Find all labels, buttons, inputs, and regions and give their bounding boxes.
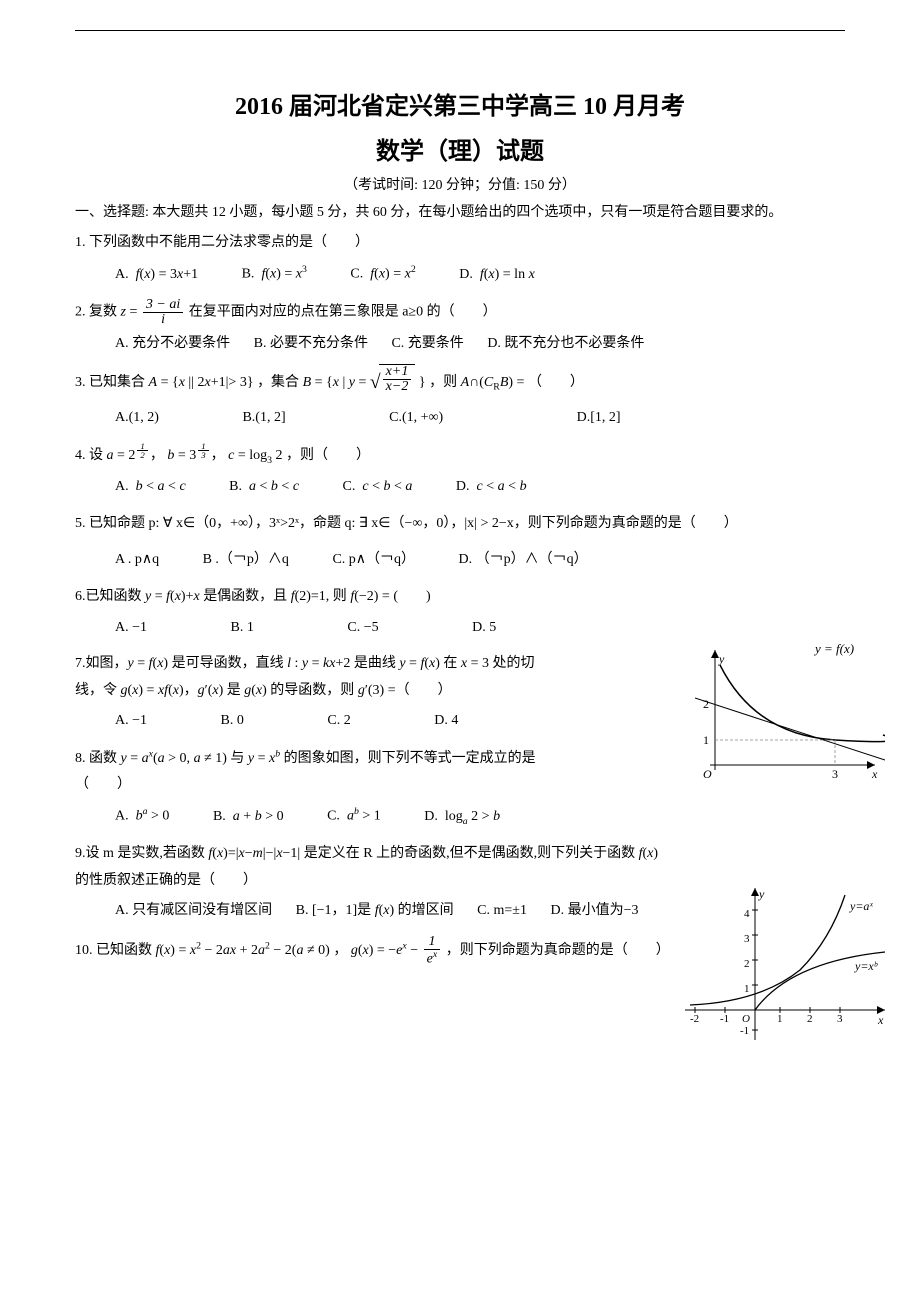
q7-line2: 线，令 g(x) = xf(x)，g′(x) 是 g(x) 的导函数，则 g′(… (75, 683, 452, 698)
svg-text:y=aˣ: y=aˣ (849, 899, 873, 913)
svg-text:x: x (871, 767, 878, 781)
q3-tail: ，则 (429, 375, 457, 390)
q9-opt-d: D. 最小值为−3 (550, 898, 638, 925)
question-8: 8. 函数 y = ax(a > 0, a ≠ 1) 与 y = xb 的图象如… (75, 745, 845, 799)
q5-options: A . p∧q B .（￢p）∧q C. p∧（￢q） D. （￢p）∧（￢q） (75, 547, 845, 574)
q4-opt-b: B. a < b < c (229, 474, 299, 501)
q1-options: A. f(x) = 3x+1 B. f(x) = x3 C. f(x) = x2… (75, 261, 845, 288)
q7-line1: 7.如图，y = f(x) 是可导函数，直线 l : y = kx+2 是曲线 … (75, 656, 535, 671)
q3-opt-a: A.(1, 2) (115, 405, 159, 432)
q1-opt-b: B. f(x) = x3 (242, 261, 307, 288)
q10-tail: ，则下列命题为真命题的是（ ） (446, 943, 670, 958)
svg-text:-2: -2 (690, 1013, 699, 1025)
q8-opt-c: C. ab > 1 (327, 803, 381, 830)
exam-title-1: 2016 届河北省定兴第三中学高三 10 月月考 (75, 86, 845, 121)
q9-opt-a: A. 只有减区间没有增区间 (115, 898, 272, 925)
q2-tail: 在复平面内对应的点在第三象限是 a≥0 的（ ） (189, 305, 497, 320)
q5-opt-d: D. （￢p）∧（￢q） (459, 547, 588, 574)
q6-options: A. −1 B. 1 C. −5 D. 5 (75, 615, 845, 642)
q5-opt-c: C. p∧（￢q） (332, 547, 415, 574)
top-rule (75, 30, 845, 31)
q3-mid: ，集合 (257, 375, 299, 390)
q7-opt-a: A. −1 (115, 708, 147, 735)
q3-options: A.(1, 2) B.(1, 2] C.(1, +∞) D.[1, 2] (75, 405, 845, 432)
q2-lead: 2. 复数 (75, 305, 117, 320)
q9-line2: 的性质叙述正确的是（ ） (75, 873, 257, 888)
question-5: 5. 已知命题 p: ∀ x∈（0，+∞），3ˣ>2ˣ，命题 q: ∃ x∈（−… (75, 511, 845, 538)
q2-opt-d: D. 既不充分也不必要条件 (487, 331, 644, 358)
svg-text:1: 1 (744, 983, 750, 995)
q9-opt-b: B. [−1，1]是 f(x) 的增区间 (296, 898, 454, 925)
q2-opt-b: B. 必要不充分条件 (254, 331, 368, 358)
q1-opt-c: C. f(x) = x2 (350, 261, 415, 288)
q1-text: 1. 下列函数中不能用二分法求零点的是（ ） (75, 235, 369, 250)
q2-options: A. 充分不必要条件 B. 必要不充分条件 C. 充要条件 D. 既不充分也不必… (75, 331, 845, 358)
exam-title-2: 数学（理）试题 (75, 131, 845, 166)
svg-text:y=xᵇ: y=xᵇ (854, 959, 878, 973)
q8-options: A. ba > 0 B. a + b > 0 C. ab > 1 D. loga… (75, 803, 845, 831)
svg-text:O: O (742, 1013, 750, 1025)
q2-opt-c: C. 充要条件 (391, 331, 463, 358)
q3-opt-d: D.[1, 2] (577, 405, 621, 432)
q7-opt-d: D. 4 (434, 708, 458, 735)
q7-opt-b: B. 0 (221, 708, 244, 735)
q6-opt-b: B. 1 (231, 615, 254, 642)
q6-text: 6.已知函数 y = f(x)+x 是偶函数，且 f(2)=1, 则 f(−2)… (75, 589, 431, 604)
question-3: 3. 已知集合 A = {x || 2x+1|> 3} ，集合 B = {x |… (75, 364, 845, 401)
q9-line1: 9.设 m 是实数,若函数 f(x)=|x−m|−|x−1| 是定义在 R 上的… (75, 846, 658, 861)
section-intro: 一、选择题: 本大题共 12 小题，每小题 5 分，共 60 分，在每小题给出的… (75, 202, 845, 224)
question-1: 1. 下列函数中不能用二分法求零点的是（ ） (75, 230, 845, 257)
q9-opt-c: C. m=±1 (477, 898, 527, 925)
q3-opt-c: C.(1, +∞) (389, 405, 443, 432)
q3-opt-b: B.(1, 2] (242, 405, 285, 432)
svg-text:-1: -1 (720, 1013, 729, 1025)
q5-opt-b: B .（￢p）∧q (203, 547, 289, 574)
exam-info: （考试时间: 120 分钟；分值: 150 分） (75, 174, 845, 194)
question-10: 10. 已知函数 f(x) = x2 − 2ax + 2a2 − 2(a ≠ 0… (75, 935, 845, 967)
q8-opt-d: D. loga 2 > b (424, 804, 500, 831)
q8-opt-b: B. a + b > 0 (213, 804, 284, 831)
q10-lead: 10. 已知函数 (75, 943, 152, 958)
q4-options: A. b < a < c B. a < b < c C. c < b < a D… (75, 474, 845, 501)
q4-opt-c: C. c < b < a (343, 474, 413, 501)
q2-opt-a: A. 充分不必要条件 (115, 331, 230, 358)
svg-text:4: 4 (744, 908, 750, 920)
svg-text:2: 2 (807, 1013, 813, 1025)
q10-mid: ， (333, 943, 347, 958)
q1-opt-d: D. f(x) = ln x (459, 262, 535, 289)
svg-text:1: 1 (777, 1013, 783, 1025)
q8-line1: 8. 函数 y = ax(a > 0, a ≠ 1) 与 y = xb 的图象如… (75, 751, 536, 766)
q8-opt-a: A. ba > 0 (115, 803, 169, 830)
q1-opt-a: A. f(x) = 3x+1 (115, 262, 198, 289)
q6-opt-d: D. 5 (472, 615, 496, 642)
svg-text:-1: -1 (740, 1025, 749, 1037)
q3-lead: 3. 已知集合 (75, 375, 145, 390)
svg-text:x: x (877, 1013, 884, 1027)
q8-line2: （ ） (75, 777, 131, 792)
question-7: 7.如图，y = f(x) 是可导函数，直线 l : y = kx+2 是曲线 … (75, 651, 845, 704)
q4-opt-d: D. c < a < b (456, 474, 527, 501)
svg-text:3: 3 (837, 1013, 843, 1025)
q5-opt-a: A . p∧q (115, 547, 159, 574)
q6-opt-a: A. −1 (115, 615, 147, 642)
question-2: 2. 复数 z = 3 − aii 在复平面内对应的点在第三象限是 a≥0 的（… (75, 298, 845, 327)
q4-lead: 4. 设 (75, 448, 103, 463)
q4-opt-a: A. b < a < c (115, 474, 186, 501)
q3-end: （ ） (528, 375, 584, 390)
q6-opt-c: C. −5 (347, 615, 378, 642)
question-6: 6.已知函数 y = f(x)+x 是偶函数，且 f(2)=1, 则 f(−2)… (75, 584, 845, 611)
q7-opt-c: C. 2 (327, 708, 350, 735)
question-4: 4. 设 a = 212， b = 313， c = log3 2 ，则（ ） (75, 442, 845, 471)
question-9: 9.设 m 是实数,若函数 f(x)=|x−m|−|x−1| 是定义在 R 上的… (75, 841, 845, 894)
q4-tail: ，则（ ） (286, 448, 370, 463)
